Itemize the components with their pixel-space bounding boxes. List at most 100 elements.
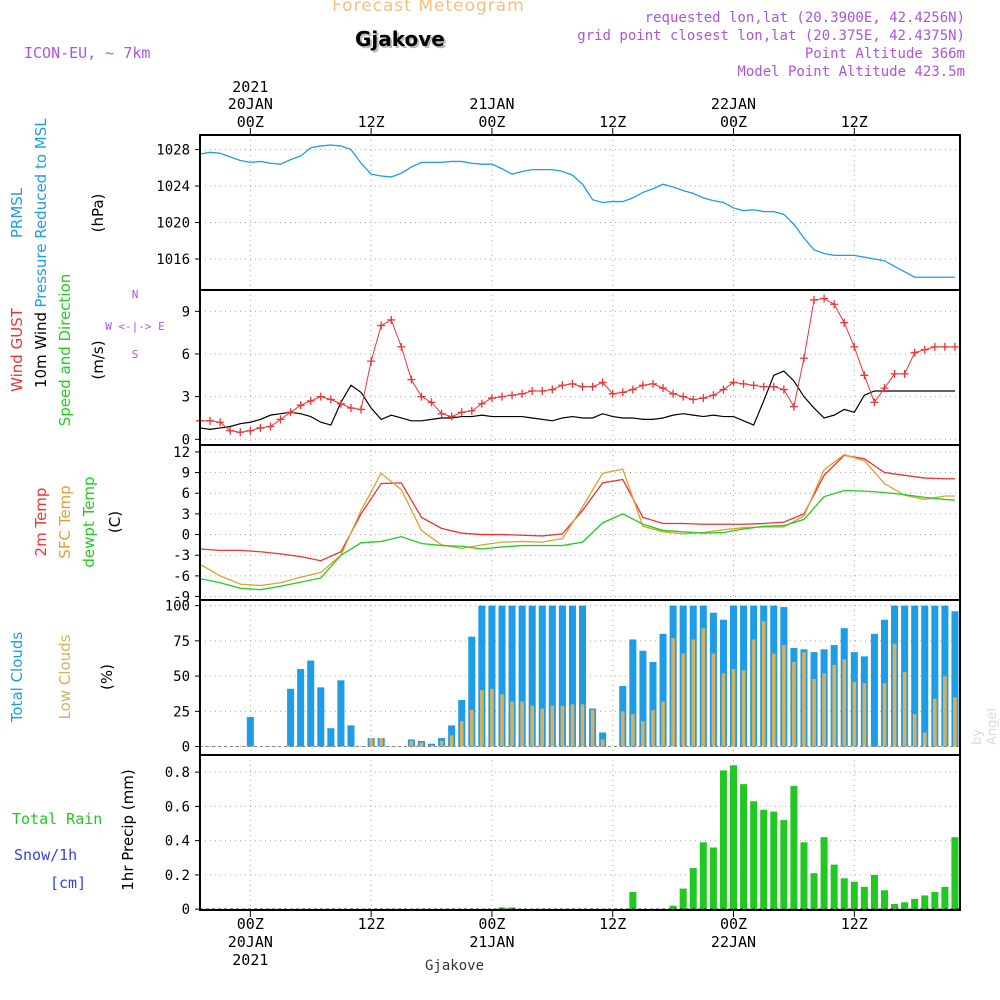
forecast-subtitle: Forecast Meteogram [332,0,525,16]
top-time-label: 00Z [478,113,505,131]
wind-direction-label: Speed and Direction [56,274,74,427]
precip-bar [810,873,818,910]
total-cloud-bar [246,716,254,747]
total-cloud-bar [327,728,335,747]
precip-bar [709,847,717,910]
bottom-time-label: 00Z [478,915,505,933]
gust-marker [618,388,627,397]
top-time-label: 12Z [599,113,626,131]
gust-marker [628,385,637,394]
low-cloud-bar [782,645,786,747]
y-tick-label: 9 [182,304,190,320]
low-cloud-bar [651,709,655,747]
pressure-label: Pressure Reduced to MSL [32,118,50,308]
gust-marker [739,379,748,388]
low-cloud-bar [631,714,635,747]
pressure-line [199,144,955,278]
gust-marker [326,395,335,404]
precip-bar [699,842,707,910]
total-cloud-bar [498,605,506,747]
gust-marker [880,384,889,393]
precip-bar [880,890,889,910]
low-cloud-bar [691,639,696,747]
gust-marker [789,402,798,411]
compass-south: S [132,348,139,361]
precip-bar [921,895,929,910]
requested-point: requested lon,lat (20.3900E, 42.4256N) [644,10,965,26]
low-cloud-bar [741,670,746,747]
temp2m-line [199,454,955,562]
sfc-temp-label: SFC Temp [56,485,74,558]
gust-marker [296,401,305,410]
gust-marker [830,300,839,309]
y-tick-label: 3 [182,507,190,523]
gust-marker [940,342,949,351]
total-cloud-bar [518,605,526,747]
top-time-label: 21JAN [469,95,514,113]
low-cloud-bar [500,694,504,747]
y-tick-label: 0 [182,902,190,918]
y-tick-label: 3 [182,390,190,406]
gust-marker [578,382,587,391]
low-cloud-bar [802,652,806,747]
wind-speed-line [199,370,955,430]
total-cloud-bar [951,611,959,747]
gust-marker [397,342,406,351]
gust-marker [467,406,476,415]
precip-bar [901,902,909,910]
gust-marker [759,382,768,391]
low-cloud-bar [842,659,847,747]
panel-frame [199,754,961,911]
total-cloud-bar [659,633,667,747]
y-tick-label: 1028 [156,143,190,159]
gust-marker [900,369,909,378]
total-cloud-bar [639,650,647,747]
low-cloud-bar [761,621,766,747]
bottom-time-label: 00Z [720,915,747,933]
gust-marker [447,412,456,421]
low-cloud-bar [882,683,887,747]
low-cloud-bar [580,704,585,747]
low-cloud-bar [459,721,464,747]
gust-marker [286,408,295,417]
low-cloud-bar [922,732,927,747]
total-cloud-bar [649,662,657,747]
gust-marker [719,385,728,394]
y-tick-label: 1024 [156,179,190,195]
low-cloud-bar [490,688,494,747]
low-cloud-bar [892,643,897,747]
gust-marker [538,386,547,395]
sfc-temp-line [199,453,955,587]
low-cloud-bar [520,701,524,747]
bottom-time-label: 12Z [599,915,626,933]
total-cloud-bar [931,605,939,747]
snow-label: Snow/1h [14,846,77,864]
gust-marker [910,348,919,357]
y-tick-label: -9 [173,590,190,606]
precip-bar [911,898,919,910]
precip-bar [498,907,506,910]
precip-bar [669,905,677,910]
bottom-time-label: 00Z [237,915,264,933]
precip-bar [689,868,697,910]
gust-marker [779,385,788,394]
gust-marker [709,391,718,400]
low-cloud-bar [771,653,776,747]
precip-bar [790,785,798,910]
precip-bar [931,892,939,910]
total-cloud-bar [488,605,496,747]
low-cloud-bar [641,721,645,747]
gust-marker [377,321,386,330]
gust-marker [316,392,325,401]
total-cloud-bar [508,605,516,747]
low-cloud-bar [550,705,555,747]
top-time-label: 00Z [237,113,264,131]
temp2m-label: 2m Temp [32,488,50,557]
low-cloud-bar [822,673,826,747]
gust-line [200,298,955,433]
low-cloud-bar [409,740,414,747]
panel-frame [199,444,961,601]
precip-bar [820,837,828,910]
gust-marker [477,399,486,408]
low-cloud-bar [590,709,595,747]
